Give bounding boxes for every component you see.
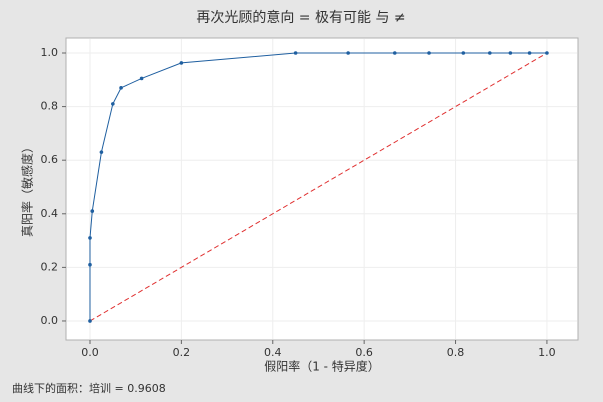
chart-title: 再次光顾的意向 = 极有可能 与 ≠: [196, 9, 405, 26]
plot-area: [65, 37, 579, 341]
x-axis-label: 假阳率（1 - 特异度）: [264, 359, 380, 374]
point: [139, 76, 144, 81]
point: [508, 51, 513, 55]
y-tick-label: 0.4: [41, 207, 59, 220]
point: [119, 86, 123, 90]
point: [111, 102, 115, 106]
point: [545, 51, 549, 55]
x-tick-label: 1.0: [538, 346, 556, 359]
y-tick-label: 1.0: [41, 46, 59, 59]
point: [427, 51, 431, 55]
point: [488, 51, 492, 55]
point: [461, 51, 466, 55]
point: [527, 51, 532, 55]
point: [90, 209, 95, 213]
point: [99, 150, 104, 154]
y-tick-label: 0.2: [41, 260, 59, 273]
x-tick-label: 0.8: [447, 346, 465, 359]
point: [88, 236, 92, 240]
x-tick-label: 0.6: [355, 346, 373, 359]
y-tick-label: 0.8: [41, 100, 59, 113]
point: [346, 51, 350, 55]
point: [293, 51, 298, 55]
roc-line: [89, 52, 547, 321]
y-axis-label: 真阳率（敏感度）: [20, 141, 35, 237]
reference-line: [89, 52, 548, 322]
point: [392, 51, 397, 55]
y-tick-label: 0.0: [41, 314, 59, 327]
x-tick-label: 0.0: [81, 346, 99, 359]
x-tick-label: 0.2: [173, 346, 191, 359]
x-tick-label: 0.4: [264, 346, 282, 359]
point: [88, 319, 92, 323]
annotation: 曲线下的面积：培训 = 0.9608: [12, 381, 166, 395]
y-tick-label: 0.6: [41, 153, 59, 166]
point: [88, 262, 92, 267]
point: [179, 61, 184, 65]
